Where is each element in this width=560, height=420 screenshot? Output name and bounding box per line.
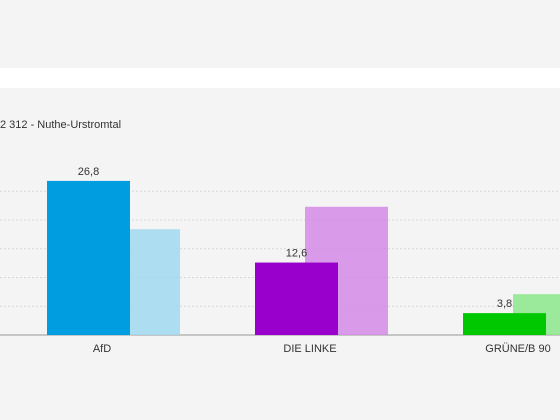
- header-band: [0, 68, 560, 88]
- x-tick-label: DIE LINKE: [283, 343, 336, 355]
- value-label: 12,6: [286, 247, 307, 259]
- bar: [47, 180, 130, 335]
- value-label: 26,8: [78, 166, 99, 178]
- bar: [463, 313, 546, 335]
- chart-title: 2 312 - Nuthe-Urstromtal: [0, 119, 121, 131]
- value-label: 3,8: [497, 298, 512, 310]
- bar: [255, 262, 338, 335]
- x-tick-label: GRÜNE/B 90: [485, 343, 550, 355]
- x-tick-label: AfD: [93, 343, 111, 355]
